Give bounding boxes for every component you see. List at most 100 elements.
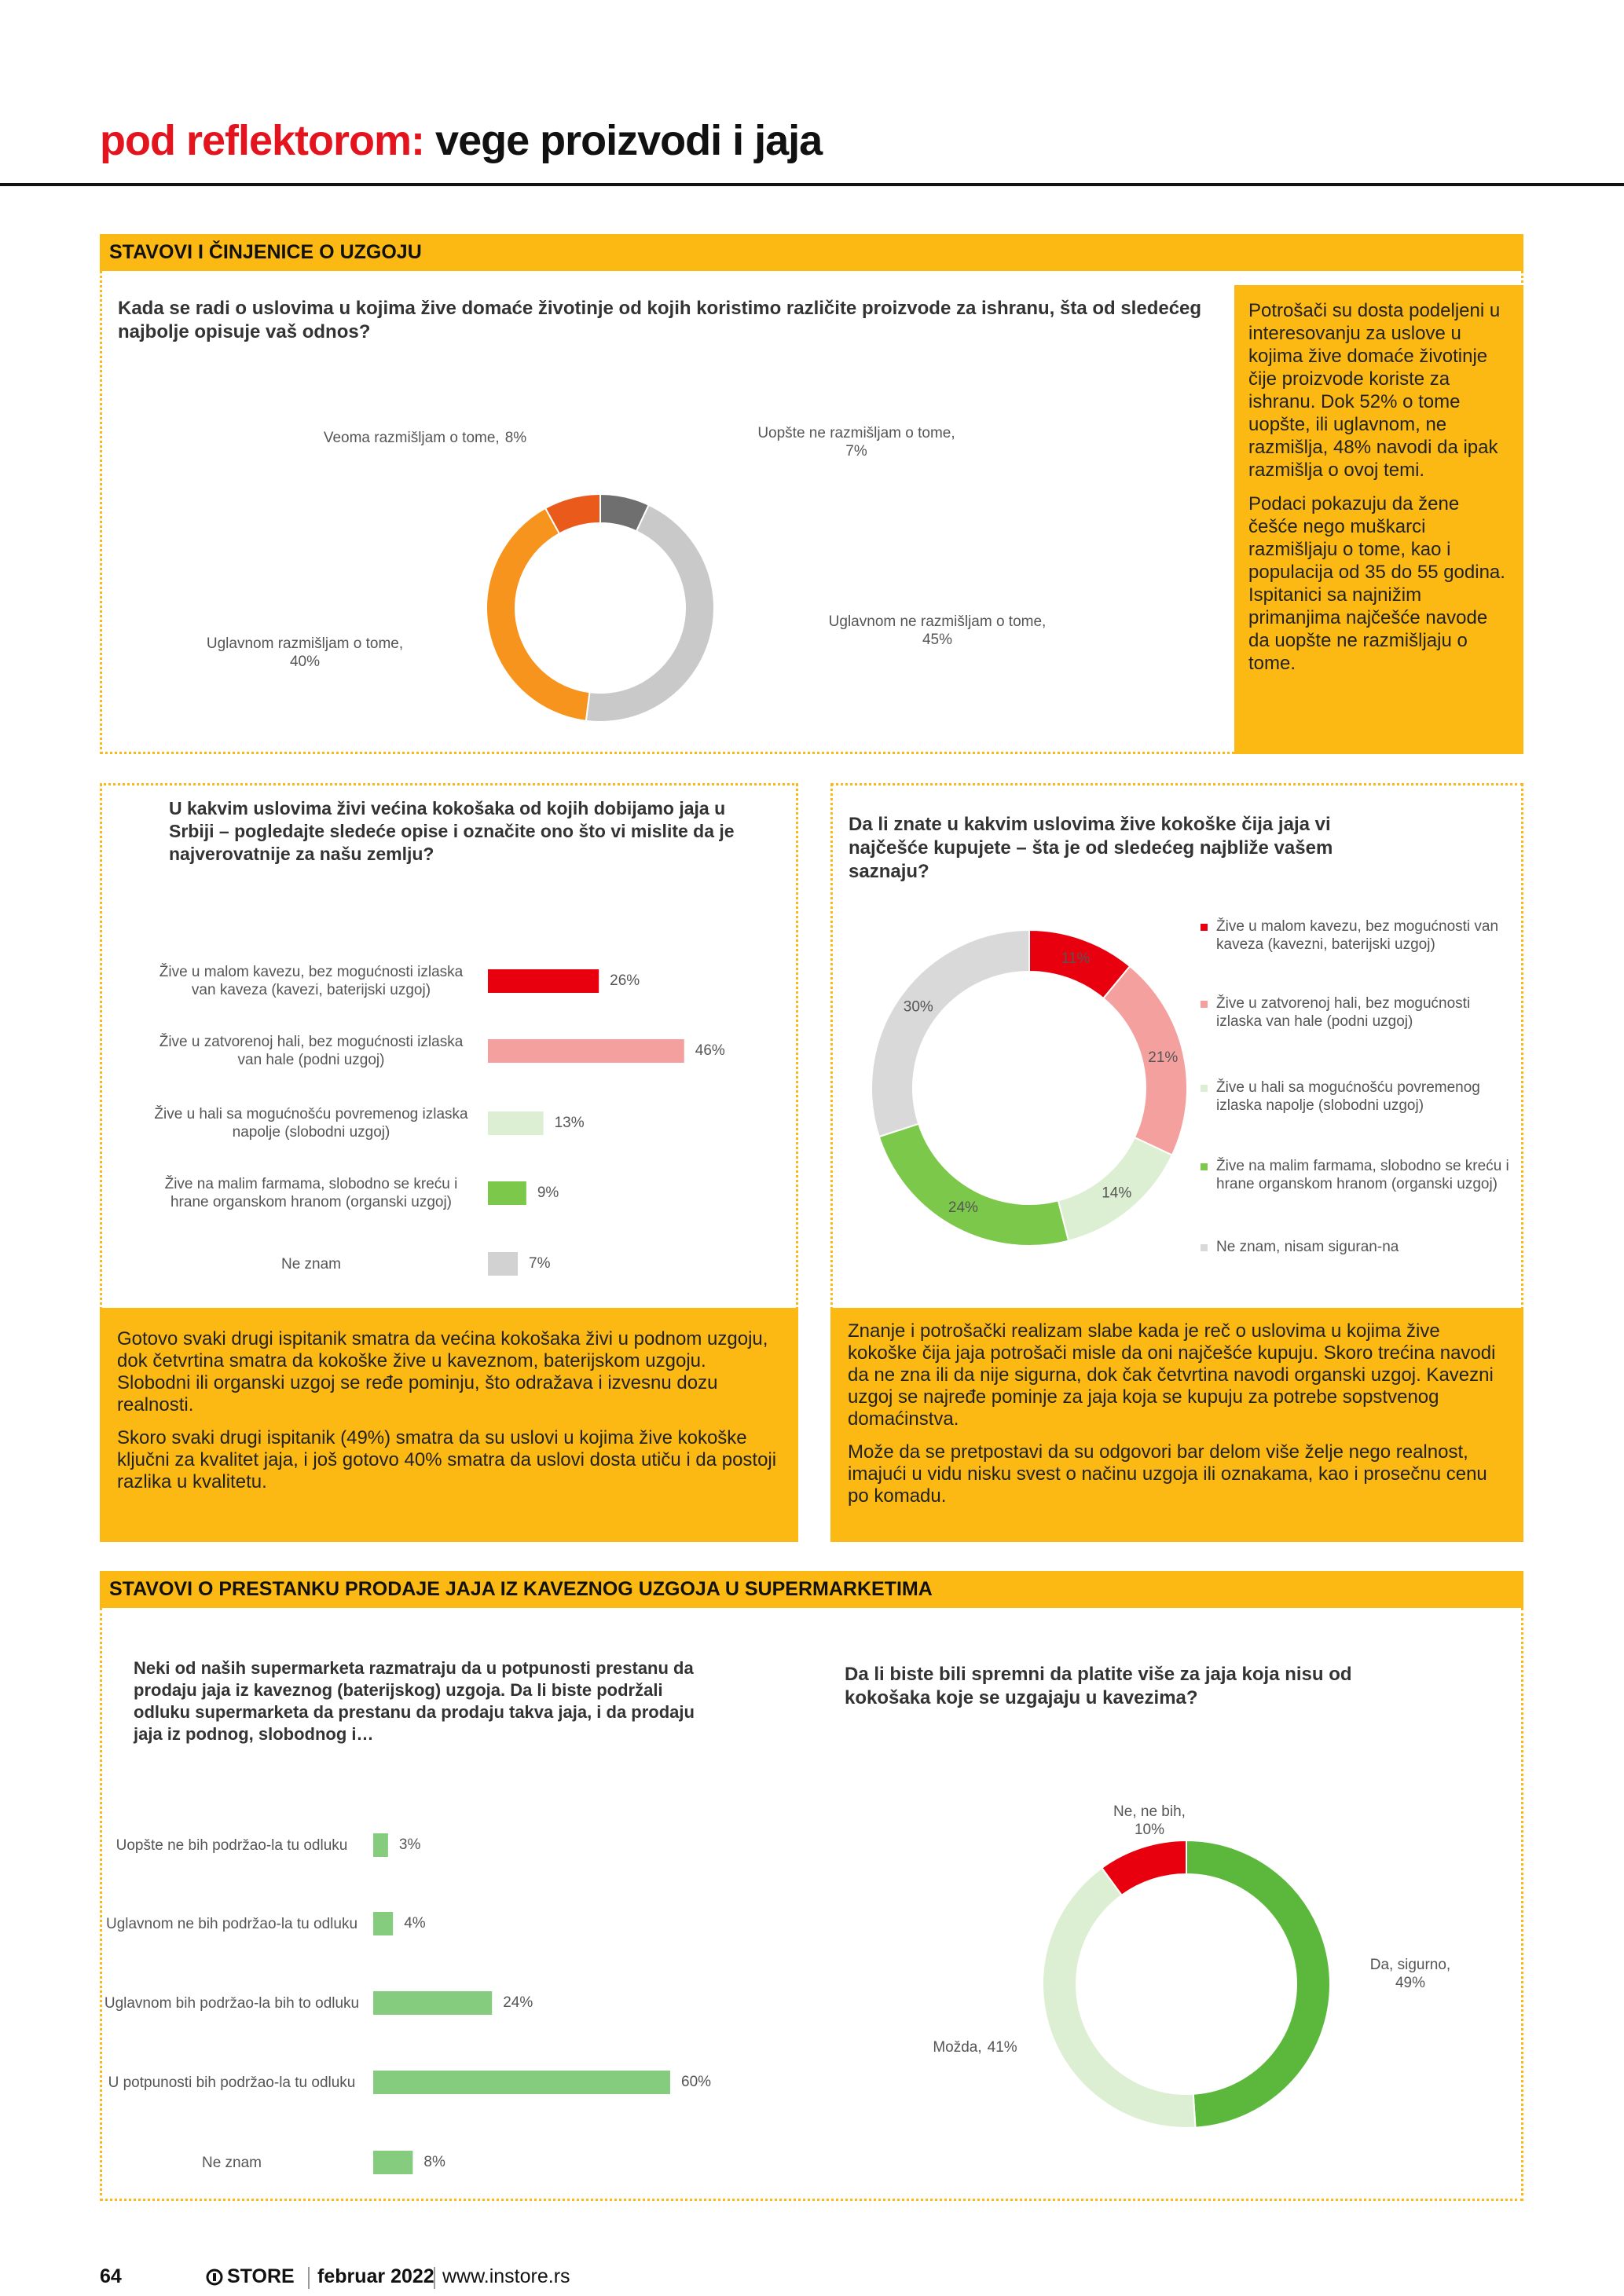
category-label: Ne znam	[201, 2154, 262, 2171]
category-label: Uglavnom bih podržao-la bih to odluku	[104, 1994, 360, 2012]
bar	[373, 2071, 670, 2094]
page-title: pod reflektorom: vege proizvodi i jaja	[100, 116, 823, 165]
category-label: Žive u malom kavezu, bez mogućnosti izla…	[159, 964, 464, 998]
website: www.instore.rs	[442, 2265, 570, 2287]
value-label: 8%	[423, 2154, 445, 2170]
slice-label: Možda, 41%	[802, 2038, 1148, 2056]
value-label: 9%	[537, 1185, 559, 1201]
slice-label: 24%	[948, 1199, 978, 1216]
category-label: Uglavnom razmišljam o tome,	[206, 635, 404, 652]
category-label: Žive na malim farmama, slobodno se kreću…	[164, 1176, 458, 1210]
value-label: 49%	[1395, 1975, 1426, 1991]
legend-label: Žive na malim farmama, slobodno se kreću…	[1216, 1158, 1509, 1192]
value-label: 7%	[845, 443, 867, 460]
bar	[488, 1039, 684, 1063]
value-label: 3%	[399, 1836, 421, 1853]
category-label: Žive u zatvorenoj hali, bez mogućnosti i…	[159, 1034, 464, 1068]
section-bar: STAVOVI I ČINJENICE O UZGOJU	[100, 234, 1523, 271]
value-label: 4%	[404, 1915, 426, 1932]
legend-label: Žive u malom kavezu, bez mogućnosti van …	[1216, 918, 1499, 953]
category-label: Uglavnom ne razmišljam o tome,	[828, 613, 1047, 630]
slice-label: 21%	[1148, 1049, 1178, 1066]
chart-question: Neki od naših supermarketa razmatraju da…	[134, 1658, 695, 1744]
legend-swatch	[1201, 1085, 1208, 1092]
legend-label: Žive u zatvorenoj hali, bez mogućnosti i…	[1216, 995, 1471, 1030]
donut-slice	[1101, 1839, 1187, 1897]
chart-box	[100, 1608, 1523, 2201]
value-label: 13%	[555, 1115, 585, 1131]
slice-label: Ne, ne bih, 10%	[977, 1803, 1322, 1839]
legend-swatch	[1201, 1244, 1208, 1251]
side-panel: Potrošači su dosta podeljeni u interesov…	[1234, 285, 1523, 754]
value-label: 8%	[504, 430, 527, 446]
issue-date: februar 2022	[317, 2265, 434, 2287]
slice-label: Uopšte ne razmišljam o tome, 7%	[684, 424, 1029, 460]
legend-swatch	[1201, 1163, 1208, 1170]
value-label: 10%	[1134, 1822, 1165, 1838]
value-label: 46%	[695, 1042, 725, 1059]
slice-label: 11%	[1061, 950, 1091, 967]
category-label: U potpunosti bih podržao-la tu odluku	[108, 2074, 356, 2091]
slice-label: Uglavnom ne razmišljam o tome, 45%	[764, 613, 1110, 649]
category-label: Uopšte ne bih podržao-la tu odluku	[115, 1836, 348, 1854]
donut-slice	[585, 504, 715, 723]
category-label: Uopšte ne razmišljam o tome,	[757, 425, 955, 441]
header-rule	[0, 183, 1624, 186]
bar	[488, 1181, 526, 1205]
category-label: Žive u hali sa mogućnošću povremenog izl…	[154, 1106, 468, 1141]
category-label: Ne, ne bih,	[1113, 1803, 1186, 1820]
text-panel: Znanje i potrošački realizam slabe kada …	[830, 1308, 1523, 1542]
slice-label: Veoma razmišljam o tome, 8%	[252, 429, 598, 447]
category-label: Veoma razmišljam o tome,	[323, 430, 500, 446]
donut-slice	[871, 928, 1030, 1138]
brand-icon	[206, 2269, 223, 2286]
paragraph: Potrošači su dosta podeljeni u interesov…	[1248, 300, 1501, 481]
donut-slice	[1042, 1866, 1197, 2129]
chart-question: Da li biste bili spremni da platite više…	[845, 1664, 1352, 1708]
slice-label: 30%	[904, 998, 933, 1015]
bar	[373, 1991, 493, 2015]
chart-question: Kada se radi o uslovima u kojima žive do…	[118, 298, 1202, 342]
bar	[488, 969, 599, 993]
paragraph: Može da se pretpostavi da su odgovori ba…	[848, 1441, 1487, 1507]
legend-swatch	[1201, 924, 1208, 931]
title-main: vege proizvodi i jaja	[435, 117, 823, 164]
donut-slice	[486, 507, 591, 722]
category-label: Uglavnom ne bih podržao-la tu odluku	[105, 1915, 358, 1932]
bar	[373, 1912, 394, 1935]
page-number: 64	[100, 2265, 122, 2287]
value-label: 24%	[503, 1994, 533, 2011]
legend-swatch	[1201, 1001, 1208, 1008]
category-label: Možda,	[933, 2039, 982, 2056]
title-accent: pod reflektorom:	[100, 117, 425, 164]
paragraph: Gotovo svaki drugi ispitanik smatra da v…	[117, 1328, 768, 1415]
value-label: 60%	[681, 2074, 711, 2090]
legend-label: Žive u hali sa mogućnošću povremenog izl…	[1216, 1079, 1480, 1114]
value-label: 45%	[922, 632, 953, 648]
category-label: Da, sigurno,	[1369, 1957, 1451, 1973]
value-label: 26%	[610, 972, 640, 989]
value-label: 41%	[987, 2039, 1017, 2056]
category-label: Ne znam	[280, 1255, 342, 1273]
slice-label: Uglavnom razmišljam o tome, 40%	[132, 635, 478, 671]
bar	[488, 1111, 544, 1135]
section-bar: STAVOVI O PRESTANKU PRODAJE JAJA IZ KAVE…	[100, 1571, 1523, 1608]
slice-label: 14%	[1102, 1185, 1131, 1201]
chart-question: Da li znate u kakvim uslovima žive kokoš…	[849, 814, 1333, 882]
donut-slice	[1186, 1839, 1331, 2129]
bar	[373, 1833, 388, 1857]
chart-question: U kakvim uslovima živi većina kokošaka o…	[169, 798, 735, 864]
paragraph: Znanje i potrošački realizam slabe kada …	[848, 1320, 1496, 1430]
legend-label: Ne znam, nisam siguran-na	[1216, 1239, 1399, 1255]
text-panel: Gotovo svaki drugi ispitanik smatra da v…	[100, 1308, 798, 1542]
donut-slice	[544, 493, 601, 535]
paragraph: Skoro svaki drugi ispitanik (49%) smatra…	[117, 1427, 777, 1492]
slice-label: Da, sigurno, 49%	[1237, 1956, 1583, 1992]
brand: STORE	[227, 2265, 295, 2287]
separator	[434, 2267, 435, 2289]
paragraph: Podaci pokazuju da žene češće nego muška…	[1248, 493, 1505, 674]
bar	[488, 1252, 519, 1276]
bar	[373, 2151, 413, 2174]
